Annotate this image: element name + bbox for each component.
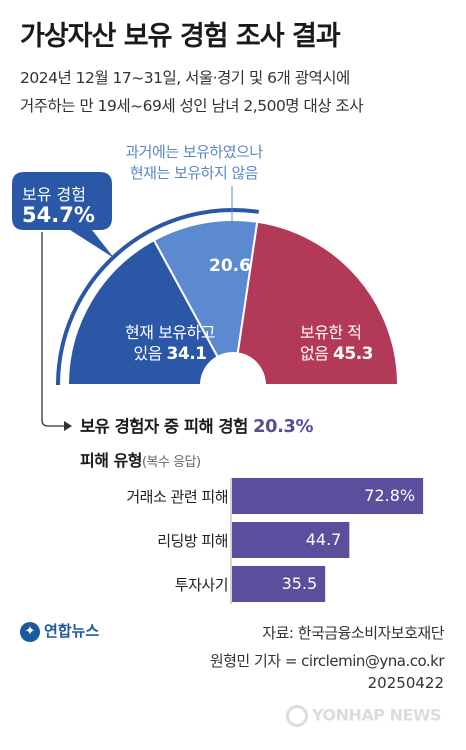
damage-type-bar-chart <box>232 478 424 602</box>
connector-line <box>41 232 64 427</box>
source-note: 자료: 한국금융소비자보호재단 <box>262 624 444 642</box>
slice-label-never-line-1: 보유한 적 <box>300 323 362 342</box>
reporter-credit: 원형민 기자 = circlemin@yna.co.kr <box>209 652 445 670</box>
past-owner-label-line-2: 현재는 보유하지 않음 <box>129 164 259 182</box>
ownership-arc <box>56 208 260 386</box>
bar-category-label: 거래소 관련 피해 <box>126 488 228 506</box>
ownership-value: 54.7% <box>22 203 95 227</box>
pie-slice-1 <box>152 219 259 359</box>
damage-type-note: (복수 응답) <box>141 455 201 470</box>
ownership-label: 보유 경험 <box>22 185 86 204</box>
watermark-text: YONHAP NEWS <box>312 705 442 725</box>
slice-value-never: 45.3 <box>333 344 373 364</box>
watermark: YONHAP NEWS <box>286 705 442 727</box>
bar-value-label: 72.8% <box>364 486 416 505</box>
publish-date: 20250422 <box>367 674 444 692</box>
slice-label-never-line-2: 없음 <box>300 344 329 363</box>
bar-2 <box>232 566 326 602</box>
connector-arrow <box>64 421 72 431</box>
subtitle-line-1: 2024년 12월 17~31일, 서울·경기 및 6개 광역시에 <box>20 69 350 87</box>
bar-category-label: 투자사기 <box>174 576 229 594</box>
page-title: 가상자산 보유 경험 조사 결과 <box>20 21 341 52</box>
bar-1 <box>232 522 350 558</box>
pie-slice-2 <box>236 220 400 386</box>
bar-value-label: 35.5 <box>281 574 318 593</box>
damage-label: 보유 경험자 중 피해 경험 <box>80 417 248 436</box>
watermark-icon <box>286 705 308 727</box>
bar-value-label: 44.7 <box>305 530 342 549</box>
slice-label-current-line-1: 현재 보유하고 <box>125 323 215 342</box>
slice-value-past: 20.6 <box>209 256 251 276</box>
damage-experience: 보유 경험자 중 피해 경험 20.3% <box>80 413 313 437</box>
damage-type-heading: 피해 유형(복수 응답) <box>80 447 201 471</box>
damage-type-label: 피해 유형 <box>80 451 142 470</box>
bar-category-label: 리딩방 피해 <box>157 532 228 550</box>
logo-text: 연합뉴스 <box>44 622 100 640</box>
slice-label-current-line-2: 있음 <box>133 344 163 363</box>
slice-value-current: 34.1 <box>166 344 207 364</box>
bar-0 <box>232 478 424 514</box>
bubble-shape <box>12 172 114 258</box>
half-donut-chart <box>56 186 400 386</box>
yonhap-logo-icon: ✦ <box>20 621 40 642</box>
slice-label-current: 현재 보유하고 있음 34.1 <box>90 322 250 365</box>
slice-label-never: 보유한 적 없음 45.3 <box>300 322 440 365</box>
pie-slice-0 <box>66 238 220 386</box>
ownership-bubble <box>12 172 114 258</box>
damage-rate: 20.3% <box>253 416 313 437</box>
subtitle-line-2: 거주하는 만 19세~69세 성인 남녀 2,500명 대상 조사 <box>20 97 363 115</box>
past-owner-label-line-1: 과거에는 보유하였으나 <box>125 143 263 161</box>
yonhap-logo: ✦ 연합뉴스 <box>20 620 99 642</box>
